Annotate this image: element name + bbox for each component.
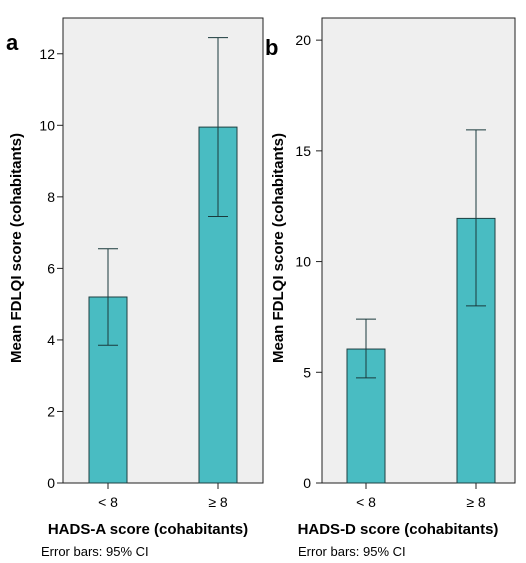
panel-a-y-axis-title: Mean FDLQI score (cohabitants) [8, 133, 25, 363]
panel-a-y-tick-label: 0 [47, 475, 55, 491]
panel-a-y-tick-label: 6 [47, 260, 55, 276]
panel-b-y-tick-label: 15 [295, 143, 311, 159]
panel-b-x-tick-label: ≥ 8 [466, 494, 486, 510]
panel-a-x-tick-label: < 8 [98, 494, 118, 510]
panel-b-y-axis-title: Mean FDLQI score (cohabitants) [270, 133, 287, 363]
panel-a-plot: 0 2 4 6 8 10 12 < 8 ≥ 8 [39, 17, 264, 510]
panel-a-error-bar-note: Error bars: 95% CI [41, 544, 149, 559]
panel-a-x-tick-label: ≥ 8 [208, 494, 228, 510]
panel-b-y-tick-label: 0 [303, 475, 311, 491]
panel-b-y-tick-label: 5 [303, 364, 311, 380]
panel-a: 0 2 4 6 8 10 12 < 8 ≥ 8 a Mean FDLQI score (coha… [6, 17, 264, 559]
panel-b-error-bar-note: Error bars: 95% CI [298, 544, 406, 559]
panel-b-letter: b [265, 35, 278, 60]
panel-a-y-tick-label: 8 [47, 189, 55, 205]
panel-b-x-axis-title: HADS-D score (cohabitants) [298, 521, 499, 538]
panel-b-x-tick-label: < 8 [356, 494, 376, 510]
panel-b-y-tick-label: 20 [295, 32, 311, 48]
panel-a-y-tick-label: 10 [39, 117, 55, 133]
panel-b-y-tick-label: 10 [295, 254, 311, 270]
panel-a-y-tick-label: 12 [39, 46, 55, 62]
panel-a-y-tick-label: 2 [47, 403, 55, 419]
panel-a-x-axis-title: HADS-A score (cohabitants) [48, 521, 248, 538]
panel-b: 0 5 10 15 20 < 8 ≥ 8 b Mean FDLQI score (cohab… [265, 17, 516, 559]
panel-a-letter: a [6, 30, 19, 55]
panel-a-y-tick-label: 4 [47, 332, 55, 348]
panel-b-bar [346, 348, 386, 484]
panel-b-plot: 0 5 10 15 20 < 8 ≥ 8 [295, 17, 516, 510]
